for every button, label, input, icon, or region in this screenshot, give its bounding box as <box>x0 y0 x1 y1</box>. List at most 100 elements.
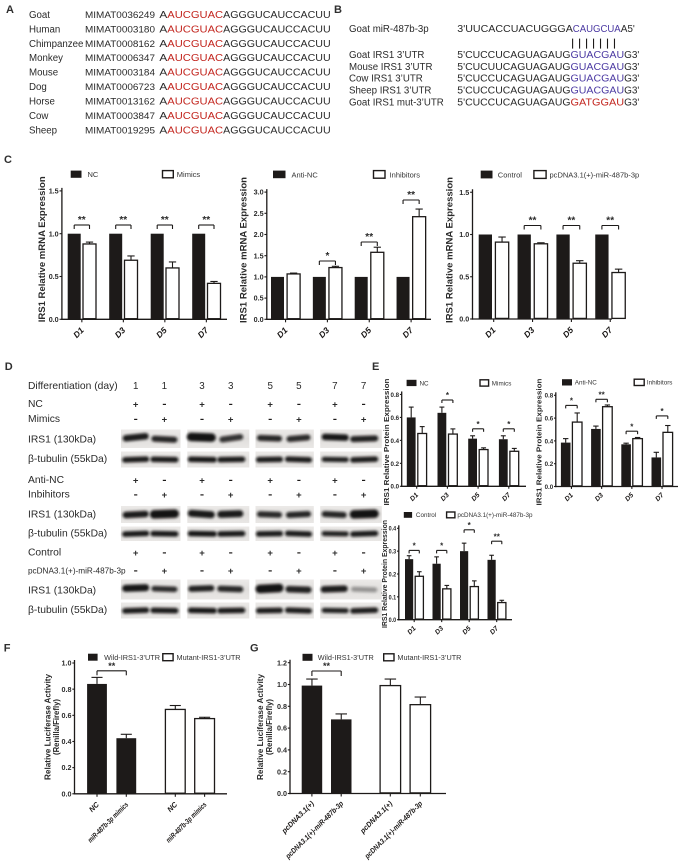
svg-text:Control: Control <box>498 171 523 180</box>
svg-text:Control: Control <box>416 512 436 519</box>
svg-text:β-tubulin (55kDa): β-tubulin (55kDa) <box>28 605 107 616</box>
svg-text:+: + <box>296 566 302 577</box>
svg-text:Inhibitors: Inhibitors <box>390 170 421 179</box>
svg-text:AUCGUAC: AUCGUAC <box>167 10 223 21</box>
svg-text:AUCGUAC: AUCGUAC <box>167 97 223 108</box>
svg-text:*: * <box>446 391 450 400</box>
svg-text:D1: D1 <box>564 492 575 503</box>
svg-text:AGGGUCAUCCACUU: AGGGUCAUCCACUU <box>223 126 331 137</box>
svg-text:0.5: 0.5 <box>49 272 59 281</box>
svg-text:0.5: 0.5 <box>459 272 469 281</box>
svg-text:Relative Luciferase Activity: Relative Luciferase Activity <box>255 674 265 780</box>
svg-text:1.5: 1.5 <box>254 251 264 260</box>
svg-text:**: ** <box>606 216 614 227</box>
svg-text:0.0: 0.0 <box>545 484 554 491</box>
svg-text:GUACGAU: GUACGAU <box>571 74 625 85</box>
svg-text:IRS1 Relative mRNA Expression: IRS1 Relative mRNA Expression <box>445 177 455 323</box>
svg-text:+: + <box>162 490 168 501</box>
svg-text:+: + <box>332 476 338 487</box>
svg-text:IRS1 (130kDa): IRS1 (130kDa) <box>28 510 96 521</box>
svg-text:A: A <box>159 82 167 93</box>
svg-text:1.0: 1.0 <box>459 230 469 239</box>
svg-text:*: * <box>507 420 511 429</box>
svg-text:MIMAT0036249: MIMAT0036249 <box>85 10 155 20</box>
svg-text:5'CUCCUCAGUAGAUG: 5'CUCCUCAGUAGAUG <box>457 74 570 85</box>
svg-text:AUCGUAC: AUCGUAC <box>167 111 223 122</box>
svg-text:A: A <box>159 53 167 64</box>
svg-text:*: * <box>477 420 481 429</box>
svg-text:0.6: 0.6 <box>391 415 400 422</box>
svg-text:Wild-IRS1-3’UTR: Wild-IRS1-3’UTR <box>104 653 160 662</box>
svg-text:*: * <box>468 521 472 530</box>
svg-text:**: ** <box>598 391 605 400</box>
svg-text:AUCGUAC: AUCGUAC <box>167 126 223 137</box>
svg-text:Dog: Dog <box>29 82 47 93</box>
svg-text:0.4: 0.4 <box>389 526 397 533</box>
svg-text:A: A <box>159 10 167 21</box>
svg-text:0.2: 0.2 <box>62 763 72 772</box>
svg-text:1: 1 <box>133 381 138 392</box>
svg-text:+: + <box>133 476 139 487</box>
svg-text:D7: D7 <box>501 491 513 503</box>
svg-text:NC: NC <box>88 170 99 179</box>
svg-text:0.6: 0.6 <box>277 724 287 733</box>
svg-text:MIMAT0006723: MIMAT0006723 <box>85 82 155 92</box>
svg-text:*: * <box>325 251 329 262</box>
svg-text:**: ** <box>568 216 576 227</box>
svg-text:pcDNA3.1(+)-miR-487b-3p: pcDNA3.1(+)-miR-487b-3p <box>457 512 533 519</box>
svg-text:+: + <box>228 490 234 501</box>
svg-text:0.3: 0.3 <box>389 549 397 556</box>
svg-text:**: ** <box>365 232 373 243</box>
svg-text:A: A <box>159 68 167 79</box>
svg-text:MIMAT0003847: MIMAT0003847 <box>85 111 155 121</box>
svg-text:MIMAT0006347: MIMAT0006347 <box>85 53 155 63</box>
svg-text:1.0: 1.0 <box>62 659 72 668</box>
svg-text:0.2: 0.2 <box>545 461 554 468</box>
svg-text:D: D <box>5 361 13 373</box>
svg-text:+: + <box>296 490 302 501</box>
svg-text:0.0: 0.0 <box>254 315 264 324</box>
svg-text:+: + <box>332 400 338 411</box>
svg-text:Goat miR-487b-3p: Goat miR-487b-3p <box>349 24 429 35</box>
svg-text:5'CUCCUCAGUAGAUG: 5'CUCCUCAGUAGAUG <box>457 86 570 97</box>
svg-text:Anti-NC: Anti-NC <box>575 380 597 387</box>
svg-text:0.2: 0.2 <box>277 767 287 776</box>
svg-text:1.5: 1.5 <box>49 187 59 196</box>
svg-text:+: + <box>199 400 205 411</box>
svg-text:IRS1 Relative Protein Expressi: IRS1 Relative Protein Expression <box>382 378 391 505</box>
svg-text:+: + <box>133 548 139 559</box>
svg-text:A5': A5' <box>621 24 635 35</box>
svg-text:AUCGUAC: AUCGUAC <box>167 82 223 93</box>
svg-text:*: * <box>413 542 417 551</box>
svg-text:B: B <box>334 4 342 16</box>
svg-text:G3': G3' <box>624 86 639 97</box>
svg-text:D5: D5 <box>470 492 481 503</box>
svg-text:+: + <box>133 400 139 411</box>
svg-text:+: + <box>361 490 367 501</box>
svg-text:Sheep: Sheep <box>29 126 57 137</box>
svg-text:0.1: 0.1 <box>389 594 397 601</box>
svg-text:Differentiation (day): Differentiation (day) <box>28 381 118 392</box>
svg-text:**: ** <box>202 215 210 226</box>
svg-text:+: + <box>267 548 273 559</box>
svg-text:1.0: 1.0 <box>277 680 287 689</box>
svg-text:GATGGAU: GATGGAU <box>571 98 625 109</box>
svg-text:Wild-IRS1-3’UTR: Wild-IRS1-3’UTR <box>318 653 374 662</box>
svg-text:NC: NC <box>420 380 430 387</box>
svg-text:+: + <box>296 415 302 426</box>
svg-text:7: 7 <box>332 381 337 392</box>
svg-text:5'CUCUUCAGUAGAUG: 5'CUCUUCAGUAGAUG <box>457 62 570 73</box>
svg-text:+: + <box>267 400 273 411</box>
svg-text:pcDNA3.1(+)-miR-487b-3p: pcDNA3.1(+)-miR-487b-3p <box>28 567 126 576</box>
svg-text:D3: D3 <box>440 492 451 503</box>
svg-text:+: + <box>162 566 168 577</box>
svg-text:3.0: 3.0 <box>254 188 264 197</box>
svg-text:*: * <box>660 407 664 416</box>
svg-text:AGGGUCAUCCACUU: AGGGUCAUCCACUU <box>223 82 331 93</box>
svg-text:0.4: 0.4 <box>277 746 287 755</box>
svg-text:Sheep IRS1 3’UTR: Sheep IRS1 3’UTR <box>349 86 431 97</box>
svg-text:MIMAT0019295: MIMAT0019295 <box>85 126 155 136</box>
svg-text:Mimics: Mimics <box>28 414 60 425</box>
svg-text:G3': G3' <box>624 98 639 109</box>
svg-text:Mutant-IRS1-3’UTR: Mutant-IRS1-3’UTR <box>397 653 461 662</box>
